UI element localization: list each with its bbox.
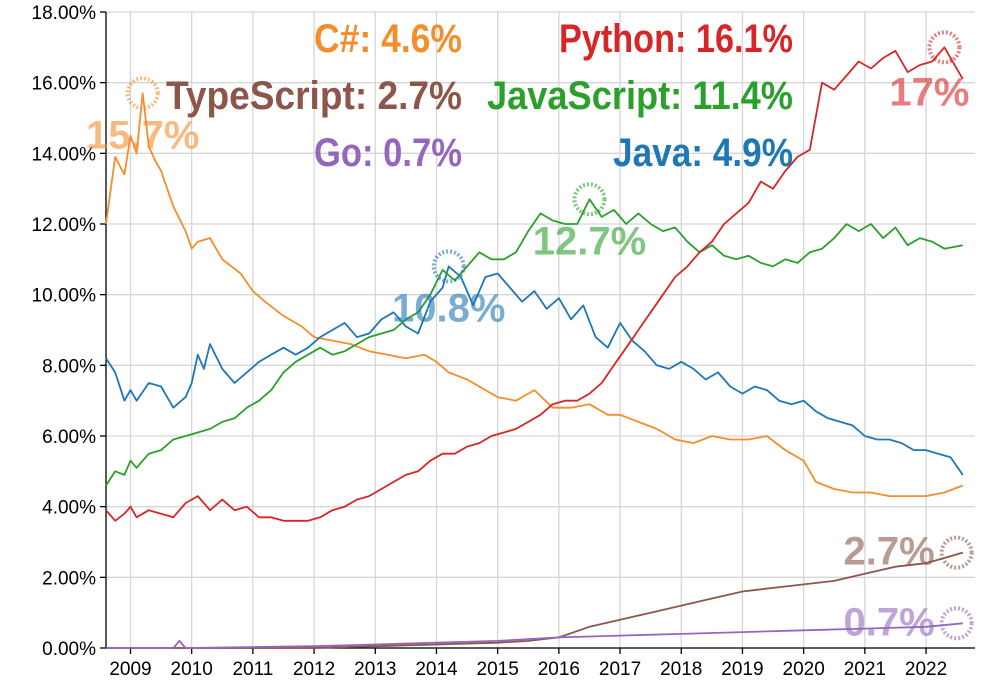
x-tick-label: 2015 bbox=[477, 659, 519, 680]
legend-entry: Java: 4.9% bbox=[613, 131, 793, 175]
y-tick-label: 10.00% bbox=[32, 286, 97, 307]
series-line-c- bbox=[105, 92, 964, 497]
annotation-marker bbox=[125, 76, 160, 111]
x-tick-label: 2012 bbox=[293, 659, 335, 680]
annotation-marker bbox=[939, 535, 974, 570]
y-tick-label: 6.00% bbox=[42, 427, 96, 448]
y-tick-label: 0.00% bbox=[42, 639, 96, 660]
y-tick-label: 2.00% bbox=[42, 568, 96, 589]
y-tick-label: 16.00% bbox=[32, 74, 97, 95]
legend-entry: Python: 16.1% bbox=[559, 17, 793, 61]
axes: 0.00% 2.00% 4.00% 6.00% 8.00% 10.00% 12.00% 14.… bbox=[32, 3, 975, 680]
annotation-label: 2.7% bbox=[843, 530, 934, 574]
y-tick-label: 8.00% bbox=[42, 356, 96, 377]
legend-entry: TypeScript: 2.7% bbox=[166, 74, 462, 118]
annotations: 15.7% 10.8% 12.7% 17% 2.7% 0.7% bbox=[86, 30, 974, 644]
annotation-marker bbox=[431, 249, 466, 284]
series-line-go bbox=[106, 622, 963, 649]
series-lines bbox=[105, 46, 964, 649]
y-tick-label: 18.00% bbox=[32, 3, 97, 24]
annotation-label: 12.7% bbox=[533, 219, 646, 263]
x-tick-label: 2016 bbox=[538, 659, 580, 680]
x-tick-label: 2018 bbox=[660, 659, 702, 680]
legend-entry: C#: 4.6% bbox=[314, 17, 462, 61]
x-tick-label: 2011 bbox=[232, 659, 273, 680]
x-tick-label: 2021 bbox=[844, 659, 886, 680]
series-line-java bbox=[105, 265, 964, 476]
annotation-marker bbox=[939, 606, 974, 641]
annotation-marker bbox=[927, 30, 962, 65]
annotation-label: 15.7% bbox=[86, 113, 199, 157]
x-tick-label: 2020 bbox=[783, 659, 825, 680]
x-tick-label: 2017 bbox=[599, 659, 641, 680]
legend: C#: 4.6% TypeScript: 2.7% Go: 0.7% Python: … bbox=[166, 17, 793, 175]
legend-entry: Go: 0.7% bbox=[314, 131, 462, 175]
series-line-typescript bbox=[106, 551, 964, 649]
annotation-label: 17% bbox=[889, 70, 969, 114]
x-tick-label: 2019 bbox=[721, 659, 763, 680]
annotation-label: 10.8% bbox=[392, 286, 505, 330]
y-tick-label: 12.00% bbox=[32, 215, 97, 236]
gridlines bbox=[106, 11, 975, 649]
x-tick-label: 2013 bbox=[354, 659, 396, 680]
x-tick-label: 2022 bbox=[905, 659, 947, 680]
x-tick-label: 2014 bbox=[415, 659, 458, 680]
y-tick-label: 14.00% bbox=[32, 144, 97, 165]
x-tick-label: 2009 bbox=[109, 659, 151, 680]
series-line-python bbox=[105, 46, 964, 522]
x-tick-label: 2010 bbox=[171, 659, 213, 680]
annotation-marker bbox=[572, 182, 607, 217]
legend-entry: JavaScript: 11.4% bbox=[487, 74, 793, 118]
y-tick-label: 4.00% bbox=[42, 498, 96, 519]
series-line-javascript bbox=[105, 198, 963, 486]
annotation-label: 0.7% bbox=[843, 600, 934, 644]
